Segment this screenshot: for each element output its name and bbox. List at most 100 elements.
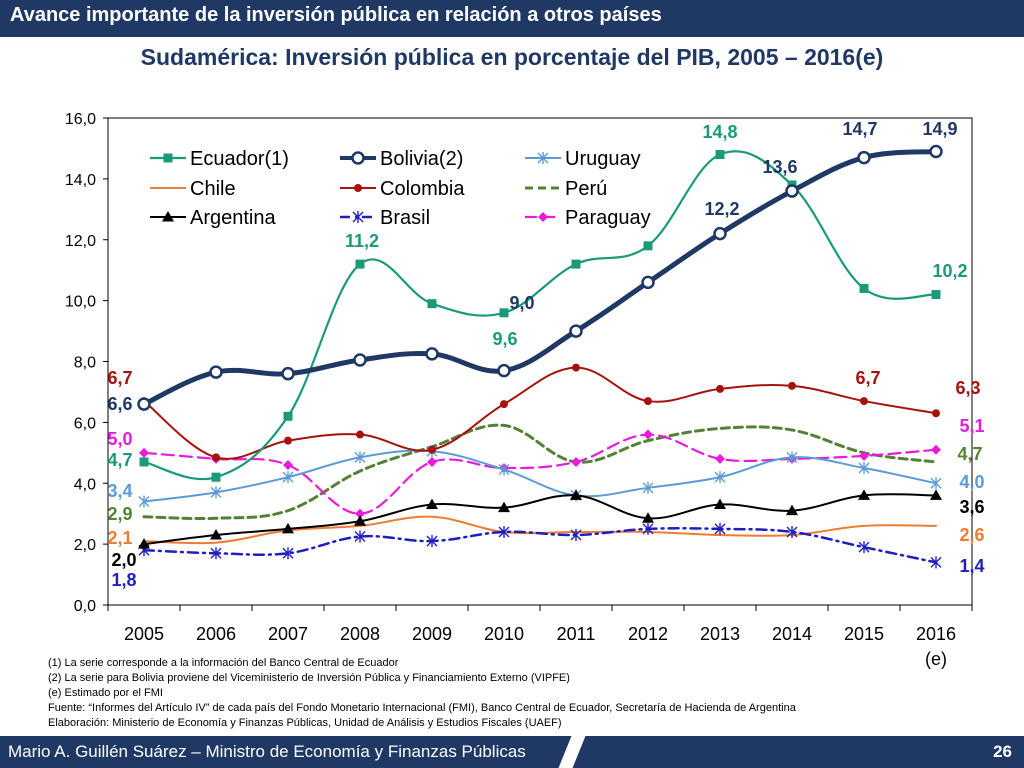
data-label: 9,6 — [492, 329, 517, 349]
x-tick-label: 2009 — [412, 624, 452, 644]
data-label: 9,0 — [509, 293, 534, 313]
legend-label-colombia: Colombia — [380, 178, 465, 200]
chart-title: Sudamérica: Inversión pública en porcent… — [140, 44, 884, 70]
footnote-source: Fuente: “Informes del Artículo IV” de ca… — [48, 702, 796, 714]
legend-marker-ecuador — [163, 153, 173, 163]
legend-marker-paraguay — [538, 212, 548, 222]
data-label: 4,7 — [107, 450, 132, 470]
series-line-chile — [143, 515, 937, 545]
data-point-paraguay — [571, 456, 581, 467]
data-label: 14,9 — [922, 119, 957, 139]
data-label: 6,7 — [107, 368, 132, 388]
data-label: 3,6 — [959, 497, 984, 517]
data-label: 12,2 — [704, 199, 739, 219]
data-point-paraguay — [283, 459, 293, 470]
data-point-uruguay — [930, 477, 942, 490]
page-number: 26 — [993, 742, 1012, 761]
banner-title: Avance importante de la inversión públic… — [10, 4, 662, 26]
data-point-uruguay — [138, 495, 150, 508]
y-tick-label: 4,0 — [74, 476, 96, 493]
data-point-bolivia — [785, 184, 799, 198]
data-point-colombia — [788, 381, 796, 390]
footnote-estimate: (e) Estimado por el FMI — [48, 687, 163, 699]
data-point-bolivia — [569, 324, 583, 338]
data-point-argentina — [282, 522, 294, 534]
data-point-argentina — [210, 528, 222, 540]
data-point-paraguay — [931, 444, 941, 455]
data-point-ecuador — [499, 308, 509, 318]
footer-divider — [558, 736, 586, 768]
data-point-brasil — [210, 547, 222, 560]
legend-label-argentina: Argentina — [190, 207, 276, 229]
series-line-paraguay — [142, 433, 938, 515]
y-tick-label: 12,0 — [65, 233, 96, 250]
data-point-argentina — [354, 515, 366, 526]
data-point-ecuador — [211, 472, 221, 482]
data-point-ecuador — [643, 241, 653, 251]
legend-label-paraguay: Paraguay — [565, 207, 651, 229]
data-label: 4,0 — [959, 472, 984, 492]
data-point-colombia — [212, 453, 220, 462]
data-point-paraguay — [715, 453, 725, 464]
data-point-argentina — [642, 512, 654, 523]
data-label: 1,8 — [111, 570, 136, 590]
data-label: 2,1 — [107, 528, 132, 548]
data-point-bolivia — [425, 347, 439, 361]
data-label: 14,7 — [842, 119, 877, 139]
legend-label-bolivia: Bolivia(2) — [380, 148, 463, 170]
data-point-bolivia — [209, 365, 223, 379]
data-label: 2,6 — [959, 525, 984, 545]
legend-label-ecuador: Ecuador(1) — [190, 148, 289, 170]
data-point-paraguay — [355, 508, 365, 519]
data-point-argentina — [426, 498, 438, 510]
data-point-ecuador — [715, 150, 725, 160]
data-point-paraguay — [139, 447, 149, 458]
data-point-colombia — [644, 397, 652, 406]
data-point-argentina — [858, 489, 870, 500]
data-label: 4,7 — [957, 444, 982, 464]
x-tick-label: 2008 — [340, 624, 380, 644]
y-tick-label: 8,0 — [74, 355, 96, 372]
x-tick-label: 2010 — [484, 624, 524, 644]
data-point-ecuador — [859, 283, 869, 293]
data-point-uruguay — [498, 463, 510, 476]
legend-marker-uruguay — [537, 152, 549, 164]
data-point-argentina — [570, 489, 582, 500]
data-label: 5,0 — [107, 429, 132, 449]
data-point-colombia — [932, 409, 940, 418]
data-point-brasil — [354, 530, 366, 543]
legend-marker-colombia — [354, 184, 362, 192]
presenter-name: Mario A. Guillén Suárez – Ministro de Ec… — [8, 742, 526, 761]
data-point-brasil — [714, 522, 726, 535]
data-point-bolivia — [713, 226, 727, 241]
series-line-argentina — [143, 493, 937, 546]
x-tick-label: 2013 — [700, 624, 740, 644]
data-point-ecuador — [355, 259, 365, 269]
data-label: 10,2 — [932, 261, 967, 281]
footnotes: (1) La serie corresponde a la informació… — [48, 656, 796, 731]
header-banner: Avance importante de la inversión públic… — [0, 0, 1024, 37]
y-tick-label: 0,0 — [74, 598, 96, 615]
y-tick-label: 14,0 — [65, 172, 96, 189]
footer-bar: Mario A. Guillén Suárez – Ministro de Ec… — [0, 736, 1024, 768]
data-point-brasil — [426, 535, 438, 548]
data-point-bolivia — [353, 353, 367, 367]
data-label: 6,6 — [107, 394, 132, 414]
data-point-uruguay — [210, 486, 222, 499]
line-chart: 0,0 2,0 4,0 6,0 8,0 10,0 12,0 14,0 16,0 2005 2006 2… — [65, 111, 985, 669]
x-tick-label: 2016 — [916, 624, 956, 644]
data-point-brasil — [642, 522, 654, 535]
x-tick-sublabel: (e) — [925, 649, 947, 669]
data-point-argentina — [498, 501, 510, 513]
data-label: 2,9 — [107, 504, 132, 524]
legend-marker-bolivia — [351, 151, 365, 165]
data-point-brasil — [858, 541, 870, 554]
data-point-uruguay — [642, 481, 654, 494]
data-label: 5,1 — [959, 416, 984, 436]
series-line-per — [142, 423, 938, 521]
legend-label-per: Perú — [565, 178, 607, 200]
data-point-bolivia — [641, 275, 655, 290]
data-point-paraguay — [859, 450, 869, 461]
data-point-colombia — [500, 400, 508, 409]
data-point-uruguay — [714, 471, 726, 484]
